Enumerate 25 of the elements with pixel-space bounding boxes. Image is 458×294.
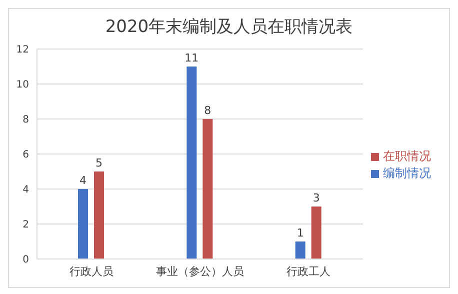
chart-title: 2020年末编制及人员在职情况表 — [104, 16, 354, 39]
bar — [202, 119, 213, 259]
data-label: 4 — [80, 174, 86, 187]
y-tick-label: 0 — [22, 254, 29, 266]
bar — [295, 242, 306, 259]
x-tick-label: 行政人员 — [69, 264, 114, 278]
data-label: 1 — [296, 226, 304, 240]
bar — [311, 206, 322, 259]
x-tick-label: 行政工人 — [286, 264, 331, 278]
bar — [78, 189, 88, 259]
y-tick-label: 2 — [22, 220, 29, 231]
data-label: 3 — [312, 192, 320, 204]
y-tick-label: 4 — [22, 184, 29, 196]
legend-label: 编制情况 — [383, 166, 431, 180]
bar — [94, 172, 104, 259]
y-tick-label: 12 — [16, 44, 29, 56]
data-label: 8 — [204, 104, 212, 117]
x-tick-label: 事业（参公）人员 — [156, 264, 244, 278]
legend-label: 在职情况 — [383, 149, 431, 163]
y-tick-label: 6 — [22, 150, 29, 161]
bar — [186, 66, 197, 259]
y-tick-label: 10 — [16, 80, 29, 91]
data-label: 5 — [96, 156, 102, 170]
y-tick-label: 8 — [22, 114, 29, 126]
data-label: 11 — [184, 52, 199, 64]
